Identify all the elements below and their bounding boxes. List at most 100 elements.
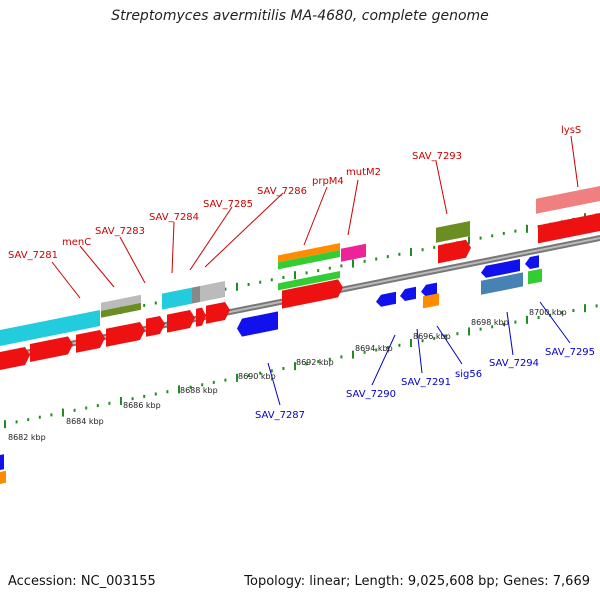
scale-tick <box>398 252 401 256</box>
gene-forward-gray[interactable] <box>192 285 200 304</box>
scale-labels: 8682 kbp 8684 kbp 8686 kbp 8688 kbp 8690… <box>8 308 567 442</box>
scale-tick <box>468 236 470 245</box>
reverse-genes <box>0 255 542 485</box>
scale-tick <box>259 371 262 375</box>
gene-label[interactable]: SAV_7284 <box>149 212 199 223</box>
scale-tick <box>456 332 459 336</box>
gene-forward-red[interactable] <box>167 309 195 333</box>
gene-reverse-steel[interactable] <box>481 272 523 295</box>
scale-tick <box>294 271 296 280</box>
gene-label[interactable]: sig56 <box>455 369 482 380</box>
scale-tick <box>584 304 586 313</box>
scale-tick <box>398 343 401 347</box>
gene-forward-red[interactable] <box>438 239 471 264</box>
gene-forward-olive[interactable] <box>101 302 141 318</box>
scale-tick <box>317 269 320 273</box>
kbp-label: 8688 kbp <box>180 386 218 395</box>
gene-forward-silver[interactable] <box>200 280 225 302</box>
scale-tick <box>224 287 227 291</box>
gene-reverse-blue[interactable] <box>525 255 539 270</box>
gene-reverse-green[interactable] <box>528 268 542 285</box>
gene-label[interactable]: SAV_7293 <box>412 151 462 162</box>
bottom-scale-ticks <box>4 304 598 429</box>
gene-forward-olive[interactable] <box>278 249 340 270</box>
scale-tick <box>502 231 505 235</box>
forward-genes <box>0 185 600 372</box>
scale-tick <box>143 394 146 398</box>
scale-tick <box>270 278 273 282</box>
gene-label[interactable]: prpM4 <box>312 176 344 187</box>
accession-text: Accession: NC_003155 <box>8 574 156 589</box>
gene-reverse-blue[interactable] <box>481 258 520 279</box>
gene-label[interactable]: SAV_7295 <box>545 347 595 358</box>
gene-forward-red[interactable] <box>538 212 600 244</box>
scale-tick <box>410 339 412 347</box>
gene-label[interactable]: SAV_7286 <box>257 186 307 197</box>
scale-tick <box>514 229 517 233</box>
gene-forward-red[interactable] <box>0 346 30 372</box>
scale-tick <box>514 320 517 324</box>
gene-reverse-orange[interactable] <box>423 293 439 309</box>
gene-forward-silver[interactable] <box>101 294 141 311</box>
scale-tick <box>479 327 482 331</box>
gene-forward-olive[interactable] <box>436 220 470 243</box>
gene-forward-red[interactable] <box>76 329 105 353</box>
kbp-label: 8692 kbp <box>296 358 334 367</box>
scale-tick <box>166 390 169 394</box>
scale-tick <box>375 348 378 352</box>
forward-gene-label-text: SAV_7281 menC SAV_7283 SAV_7284 SAV_7285… <box>8 125 581 261</box>
scale-tick <box>421 248 424 252</box>
scale-tick <box>317 360 320 364</box>
gene-forward-red[interactable] <box>146 315 165 337</box>
gene-reverse-blue[interactable] <box>0 454 4 470</box>
scale-tick <box>421 339 424 343</box>
kbp-label: 8696 kbp <box>413 332 451 341</box>
gene-reverse-blue[interactable] <box>376 291 396 308</box>
scale-tick <box>491 234 494 238</box>
gene-forward-magenta[interactable] <box>341 243 366 262</box>
scale-tick <box>259 280 262 284</box>
genome-stats-text: Topology: linear; Length: 9,025,608 bp; … <box>244 574 590 589</box>
gene-forward-red[interactable] <box>106 321 145 347</box>
gene-label[interactable]: SAV_7283 <box>95 226 145 237</box>
gene-reverse-blue[interactable] <box>400 286 416 302</box>
gene-forward-red[interactable] <box>282 278 343 309</box>
gene-reverse-orange[interactable] <box>0 470 6 485</box>
scale-tick <box>410 248 412 256</box>
scale-tick <box>38 415 41 419</box>
gene-forward-red[interactable] <box>30 335 73 362</box>
gene-forward-cyan[interactable] <box>0 315 70 347</box>
gene-label[interactable]: SAV_7294 <box>489 358 539 369</box>
scale-tick <box>236 373 238 382</box>
scale-tick <box>340 264 343 268</box>
gene-label[interactable]: SAV_7281 <box>8 250 58 261</box>
gene-reverse-blue[interactable] <box>237 311 278 337</box>
scale-tick <box>433 245 436 249</box>
gene-label[interactable]: lysS <box>561 125 581 136</box>
scale-tick <box>282 276 285 279</box>
gene-forward-red[interactable] <box>206 301 230 324</box>
scale-tick <box>363 350 366 354</box>
kbp-label: 8700 kbp <box>529 308 567 317</box>
gene-forward-cyan[interactable] <box>162 287 192 310</box>
scale-tick <box>282 367 285 370</box>
gene-label[interactable]: menC <box>62 237 91 248</box>
gene-label[interactable]: SAV_7287 <box>255 410 305 421</box>
gene-forward-orange[interactable] <box>278 242 340 263</box>
gene-label[interactable]: mutM2 <box>346 167 381 178</box>
scale-tick <box>154 301 157 305</box>
gene-forward-green[interactable] <box>278 270 340 291</box>
gene-reverse-blue[interactable] <box>421 282 437 298</box>
gene-forward-cyan[interactable] <box>70 309 100 332</box>
scale-tick <box>143 303 146 307</box>
scale-tick <box>154 392 157 396</box>
map-title: Streptomyces avermitilis MA-4680, comple… <box>111 8 489 24</box>
gene-label[interactable]: SAV_7290 <box>346 389 396 400</box>
gene-label[interactable]: SAV_7285 <box>203 199 253 210</box>
scale-tick <box>189 385 192 389</box>
gene-label[interactable]: SAV_7291 <box>401 377 451 388</box>
scale-tick <box>247 283 250 286</box>
gene-forward-red[interactable] <box>196 307 206 327</box>
gene-forward-salmon[interactable] <box>536 185 600 214</box>
